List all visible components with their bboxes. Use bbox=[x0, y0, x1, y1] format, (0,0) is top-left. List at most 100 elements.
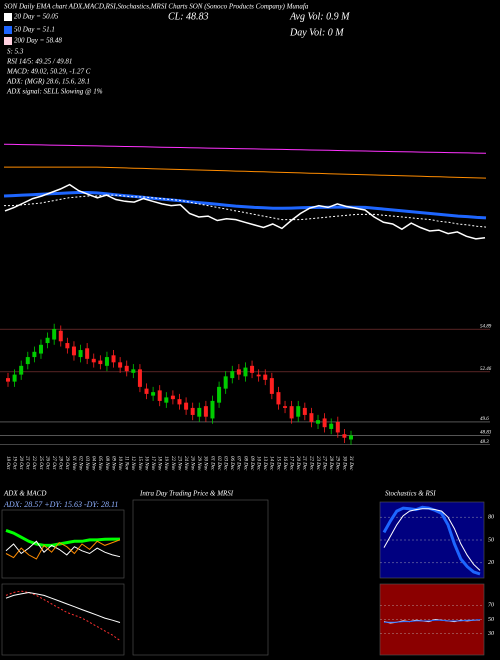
stat-text: Avg Vol: 0.9 M bbox=[289, 11, 350, 22]
x-tick-label: 15 Dec bbox=[275, 456, 280, 471]
stat-text: 200 Day = 58.48 bbox=[14, 37, 62, 45]
x-tick-label: 10 Nov bbox=[117, 456, 122, 471]
x-tick-label: 09 Nov bbox=[110, 456, 115, 471]
candle-body bbox=[157, 390, 162, 401]
x-tick-label: 28 Dec bbox=[328, 456, 333, 471]
y-tick-label: 80 bbox=[488, 515, 494, 521]
x-tick-label: 01 Dec bbox=[209, 456, 214, 471]
x-tick-label: 27 Oct bbox=[51, 456, 56, 470]
x-tick-label: 03 Dec bbox=[223, 456, 228, 471]
panel-frame bbox=[1, 583, 125, 656]
series-line bbox=[5, 590, 121, 641]
x-tick-label: 13 Dec bbox=[262, 456, 267, 471]
x-tick-label: 23 Nov bbox=[176, 456, 181, 471]
y-tick-label: 54.89 bbox=[480, 324, 492, 329]
x-tick-label: 19 Nov bbox=[163, 456, 168, 471]
candle-body bbox=[124, 365, 129, 372]
x-tick-label: 02 Dec bbox=[216, 456, 221, 471]
stat-text: ADX: (MGR) 28.6, 15.6, 28.1 bbox=[6, 78, 90, 86]
x-tick-label: 17 Nov bbox=[150, 456, 155, 471]
candle-body bbox=[104, 357, 109, 366]
candle-body bbox=[184, 402, 189, 410]
stat-text: CL: 48.83 bbox=[168, 11, 209, 22]
y-tick-label: 50 bbox=[488, 537, 494, 543]
x-tick-label: 02 Nov bbox=[77, 456, 82, 471]
x-tick-label: 08 Nov bbox=[104, 456, 109, 471]
panel-frame bbox=[132, 499, 269, 656]
series-line bbox=[5, 539, 121, 560]
candle-body bbox=[85, 348, 90, 359]
candle-body bbox=[6, 378, 10, 382]
candle-body bbox=[131, 369, 136, 373]
x-tick-label: 16 Dec bbox=[282, 456, 287, 471]
x-tick-label: 21 Dec bbox=[302, 456, 307, 471]
stat-text: 20 Day = 50.05 bbox=[14, 13, 59, 21]
x-tick-label: 29 Dec bbox=[335, 456, 340, 471]
candle-body bbox=[250, 365, 255, 373]
candle-body bbox=[65, 343, 70, 349]
candle-body bbox=[71, 346, 76, 356]
series-line bbox=[5, 591, 121, 623]
x-tick-label: 30 Nov bbox=[203, 456, 208, 471]
candle-body bbox=[217, 386, 222, 403]
y-tick-label: 70 bbox=[488, 603, 494, 609]
panel-title: Stochastics & RSI bbox=[385, 490, 436, 498]
series-line bbox=[3, 191, 487, 220]
stat-text: 50 Day = 51.1 bbox=[14, 26, 55, 34]
x-tick-label: 08 Dec bbox=[242, 456, 247, 471]
x-tick-label: 18 Nov bbox=[157, 456, 162, 471]
candle-body bbox=[78, 350, 83, 358]
x-tick-label: 01 Nov bbox=[71, 456, 76, 471]
candle-body bbox=[19, 365, 24, 375]
y-tick-label: 20 bbox=[488, 560, 494, 566]
candle-body bbox=[329, 423, 334, 429]
x-tick-label: 21 Oct bbox=[25, 456, 30, 470]
candle-body bbox=[151, 392, 156, 396]
candle-body bbox=[111, 355, 116, 363]
x-tick-label: 22 Nov bbox=[170, 456, 175, 471]
x-tick-label: 10 Dec bbox=[256, 456, 261, 471]
candle-body bbox=[236, 369, 241, 375]
x-tick-label: 20 Oct bbox=[18, 456, 23, 470]
legend-swatch bbox=[4, 13, 12, 21]
y-tick-label: 50 bbox=[488, 617, 494, 623]
series-line bbox=[383, 508, 481, 571]
candle-body bbox=[98, 360, 103, 365]
series-line bbox=[5, 528, 120, 547]
stat-text: S: 5.3 bbox=[7, 48, 24, 56]
x-tick-label: 16 Nov bbox=[143, 456, 148, 471]
candle-body bbox=[342, 434, 347, 438]
stat-text: MACD: 49.02, 50.29, -1.27 C bbox=[6, 68, 91, 76]
x-tick-label: 17 Dec bbox=[288, 456, 293, 471]
series-line bbox=[384, 619, 481, 623]
x-tick-label: 27 Dec bbox=[321, 456, 326, 471]
x-tick-label: 31 Dec bbox=[348, 456, 353, 471]
candle-body bbox=[230, 371, 235, 379]
x-tick-label: 22 Dec bbox=[308, 456, 313, 471]
series-line bbox=[5, 540, 121, 558]
panel-title: Intra Day Trading Price & MRSI bbox=[139, 490, 234, 498]
close-line bbox=[4, 183, 486, 240]
candle-body bbox=[144, 388, 149, 394]
candle-body bbox=[137, 369, 142, 387]
candle-body bbox=[118, 362, 123, 368]
candle-body bbox=[32, 351, 37, 358]
y-tick-label: 49.6 bbox=[480, 417, 489, 422]
candle-body bbox=[197, 407, 202, 417]
x-tick-label: 05 Nov bbox=[97, 456, 102, 471]
series-line bbox=[4, 166, 487, 179]
x-tick-label: 25 Oct bbox=[38, 456, 43, 470]
x-tick-label: 30 Dec bbox=[341, 456, 346, 471]
candle-body bbox=[322, 418, 327, 428]
candle-body bbox=[223, 376, 228, 389]
x-tick-label: 18 Oct bbox=[5, 456, 10, 470]
candle-body bbox=[263, 374, 268, 380]
x-tick-label: 23 Dec bbox=[315, 456, 320, 471]
x-tick-label: 29 Oct bbox=[64, 456, 69, 470]
x-tick-label: 26 Nov bbox=[190, 456, 195, 471]
candle-body bbox=[91, 358, 96, 363]
candle-body bbox=[335, 421, 340, 433]
x-tick-label: 22 Oct bbox=[31, 456, 36, 470]
candle-body bbox=[58, 330, 63, 342]
x-tick-label: 19 Oct bbox=[11, 456, 16, 470]
